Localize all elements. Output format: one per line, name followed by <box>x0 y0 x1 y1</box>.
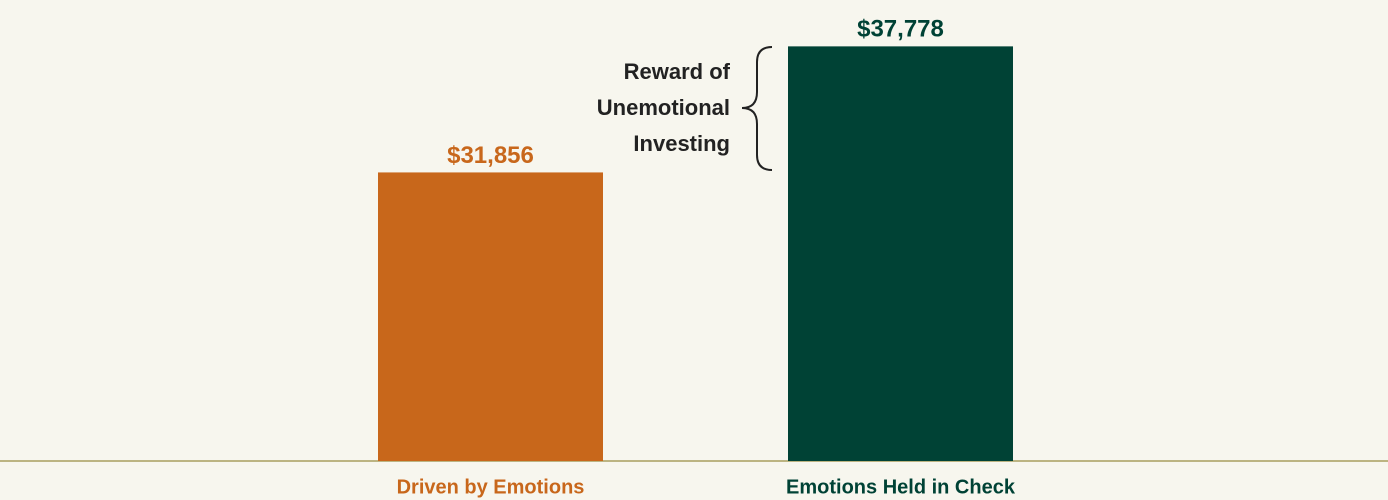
bar <box>788 46 1013 461</box>
annotation: Investing <box>633 131 730 156</box>
value-label: $37,778 <box>857 16 944 43</box>
bar <box>378 172 603 461</box>
category-label: Driven by Emotions <box>397 476 585 498</box>
annotation: Unemotional <box>597 95 730 120</box>
category-label: Emotions Held in Check <box>786 476 1016 498</box>
value-label: $31,856 <box>447 142 534 169</box>
annotation: Reward of <box>624 59 731 84</box>
brace <box>741 46 773 171</box>
